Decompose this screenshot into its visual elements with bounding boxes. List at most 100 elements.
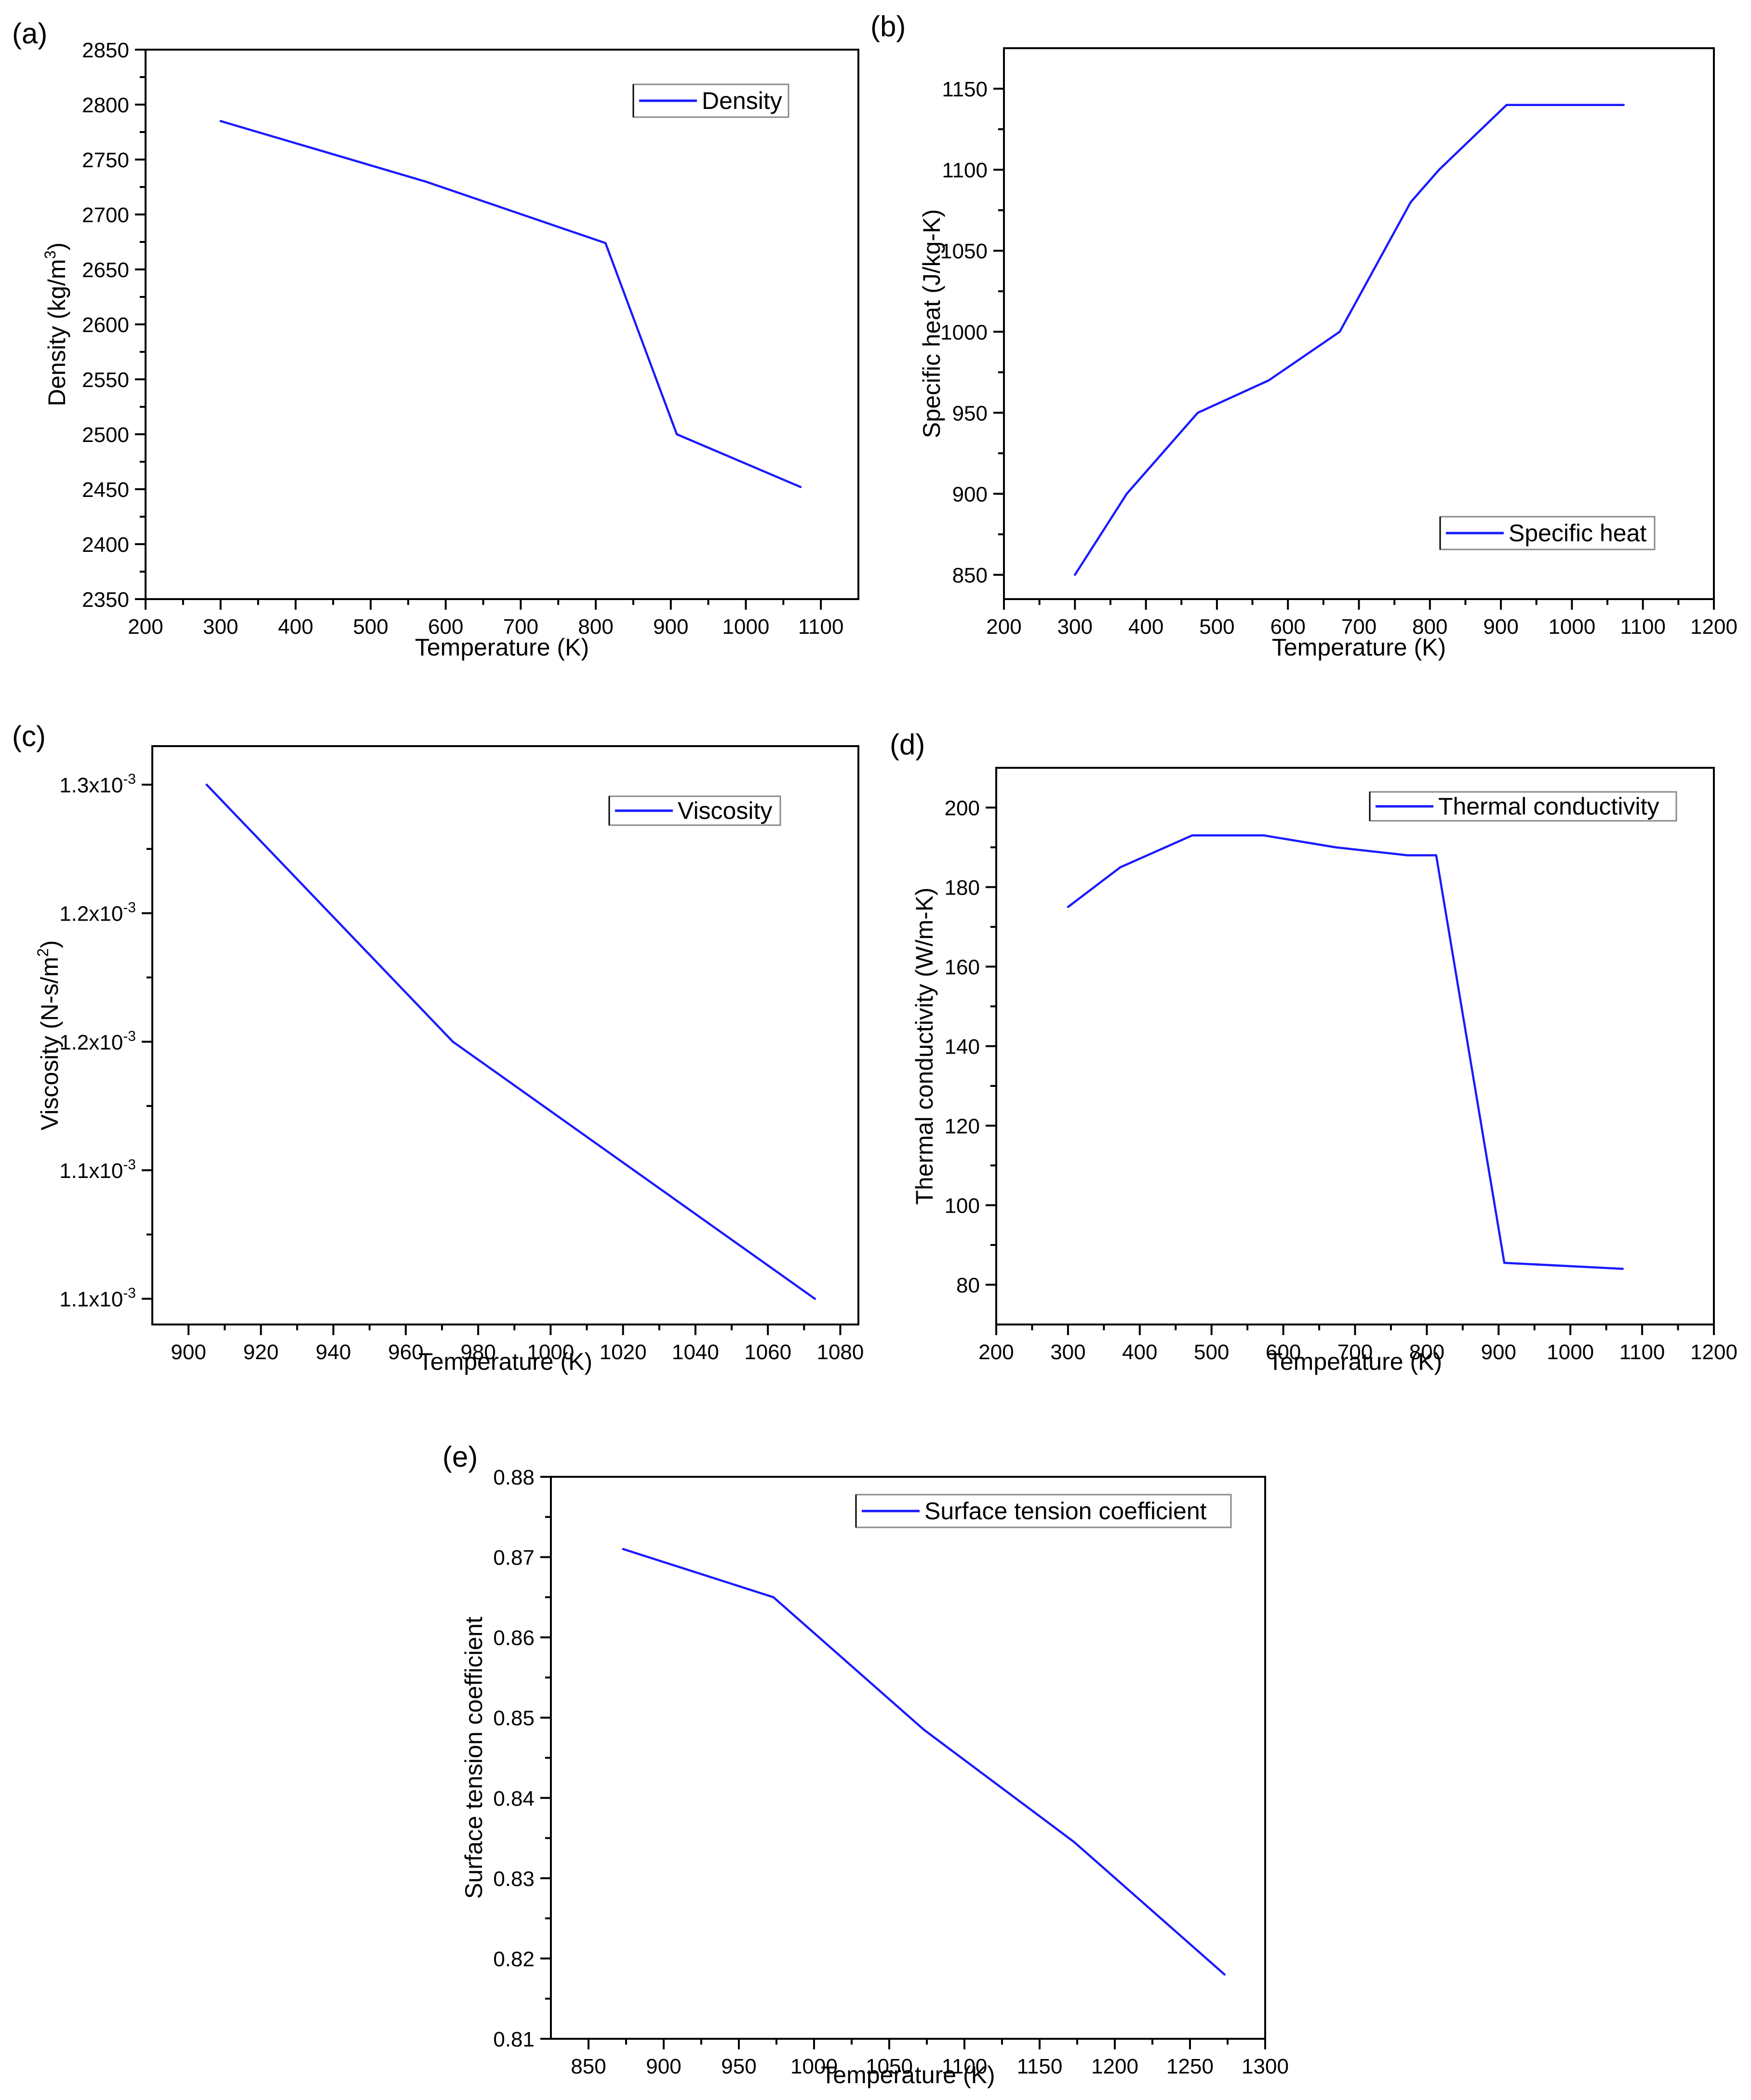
data-point [1406,854,1409,856]
y-tick-label: 900 [952,482,988,506]
x-tick-label: 920 [243,1340,279,1364]
x-tick-label: 300 [1050,1340,1085,1364]
data-point [604,242,607,244]
y-tick-exponent: -3 [123,1028,136,1044]
x-tick-label: 500 [353,615,388,639]
data-point [1622,104,1625,106]
x-tick-label: 1150 [1017,2055,1063,2078]
y-tick-label: 0.88 [493,1466,535,1489]
x-tick-label: 800 [1412,615,1447,639]
x-tick-label: 500 [1199,615,1234,639]
x-tick-label: 800 [578,615,613,639]
x-tick-label: 1250 [1166,2055,1214,2078]
x-tick-label: 1300 [1242,2055,1289,2078]
x-tick-label: 900 [171,1340,206,1364]
x-tick-label: 600 [428,615,463,639]
y-tick-label: 0.83 [493,1867,535,1891]
x-tick-label: 940 [316,1340,351,1364]
legend-label: Density [702,87,782,114]
x-tick-label: 700 [1341,615,1377,639]
chart-panel-e: (e) 850 900 950 1000 1050 1100 1150 1200 1250 1300… [442,1441,1289,2088]
y-axis-label: Density (kg/m3) [41,242,70,406]
y-tick-label: 100 [945,1194,980,1218]
y-tick-label: 1050 [940,240,988,263]
x-tick-label: 800 [1409,1340,1444,1364]
y-axis-label-sup: 2 [34,948,52,957]
y-tick-label: 2750 [82,148,129,172]
panel-label: (e) [442,1441,478,1473]
y-tick-label: 950 [952,401,988,425]
y-tick-label: 1100 [942,159,988,182]
data-point [676,433,678,436]
y-tick-label: 1.1x10-3 [59,1285,136,1311]
data-point [772,1596,775,1599]
y-tick-label: 140 [945,1035,980,1059]
x-tick-label: 200 [986,615,1021,639]
data-point [1268,379,1270,382]
y-tick-label: 120 [945,1115,980,1138]
y-tick-label: 1000 [940,321,988,344]
x-axis-label: Temperature (K) [821,2061,995,2088]
y-axis-label: Thermal conductivity (W/m-K) [911,887,938,1204]
data-point [1263,834,1265,837]
data-point [1196,412,1199,414]
chart-panel-c: (c) 900 920 940 960 980 1000 1020 1040 1060 1080 1.… [12,720,864,1375]
y-tick-label: 180 [945,876,980,900]
data-point [1503,1261,1506,1264]
legend-label: Viscosity [678,797,772,824]
legend-label: Surface tension coefficient [924,1498,1207,1525]
legend-label: Thermal conductivity [1438,793,1659,820]
chart-panel-a: (a) 200 300 400 500 600 700 800 900 1000 1100 2350 2… [12,17,859,661]
data-point [1338,331,1341,333]
data-point [1438,168,1441,171]
legend: Density [632,83,789,118]
y-tick-exponent: -3 [123,771,136,787]
y-tick-label: 2850 [82,39,129,62]
x-tick-label: 1020 [600,1340,647,1364]
y-tick-label: 0.84 [493,1787,535,1810]
data-point [452,1041,454,1043]
y-tick-label: 2450 [82,478,129,502]
legend-label: Specific heat [1509,520,1646,547]
series-line-density [220,120,801,488]
legend: Surface tension coefficient [855,1494,1232,1528]
data-point [622,1548,624,1551]
y-tick-exponent: -3 [123,1285,136,1301]
data-point [424,180,427,183]
legend: Specific heat [1439,516,1656,550]
data-point [1191,834,1193,837]
y-tick-label: 200 [945,797,980,820]
y-tick-label: 0.81 [493,2028,535,2051]
x-tick-label: 400 [278,615,313,639]
y-tick-label: 2600 [82,313,129,337]
chart-panel-d: (d) 200 300 400 500 600 700 800 900 1000 1100 1200 8… [890,728,1738,1375]
y-tick-label: 2550 [82,368,129,392]
x-tick-label: 700 [1337,1340,1373,1364]
y-axis-label-end: ) [43,242,70,251]
x-tick-label: 1080 [816,1340,864,1364]
series-line-thermal-conductivity [1067,834,1623,1270]
x-tick-label: 500 [1194,1340,1229,1364]
y-tick-label: 1.2x10-3 [59,1028,136,1054]
y-axis-label: Surface tension coefficient [460,1617,487,1899]
x-tick-label: 1000 [1548,615,1595,639]
panel-label: (c) [12,720,46,752]
data-point [1223,1973,1226,1976]
y-axis-label-sup: 3 [41,251,59,259]
plot-frame [145,49,859,600]
y-tick-label: 0.87 [493,1546,535,1570]
y-tick-label: 0.86 [493,1626,535,1650]
x-tick-label: 900 [646,2055,681,2078]
data-point [1409,201,1412,203]
legend: Viscosity [608,795,781,826]
y-tick-label: 1.2x10-3 [59,900,136,926]
x-tick-label: 960 [388,1340,423,1364]
panel-label: (b) [870,10,906,42]
x-tick-label: 1200 [1091,2055,1138,2078]
data-point [799,486,802,488]
y-tick-label: 80 [956,1274,980,1297]
x-axis-label: Temperature (K) [1272,634,1446,661]
data-point [1335,846,1337,849]
x-axis-label: Temperature (K) [415,634,589,661]
x-tick-label: 1060 [744,1340,791,1364]
